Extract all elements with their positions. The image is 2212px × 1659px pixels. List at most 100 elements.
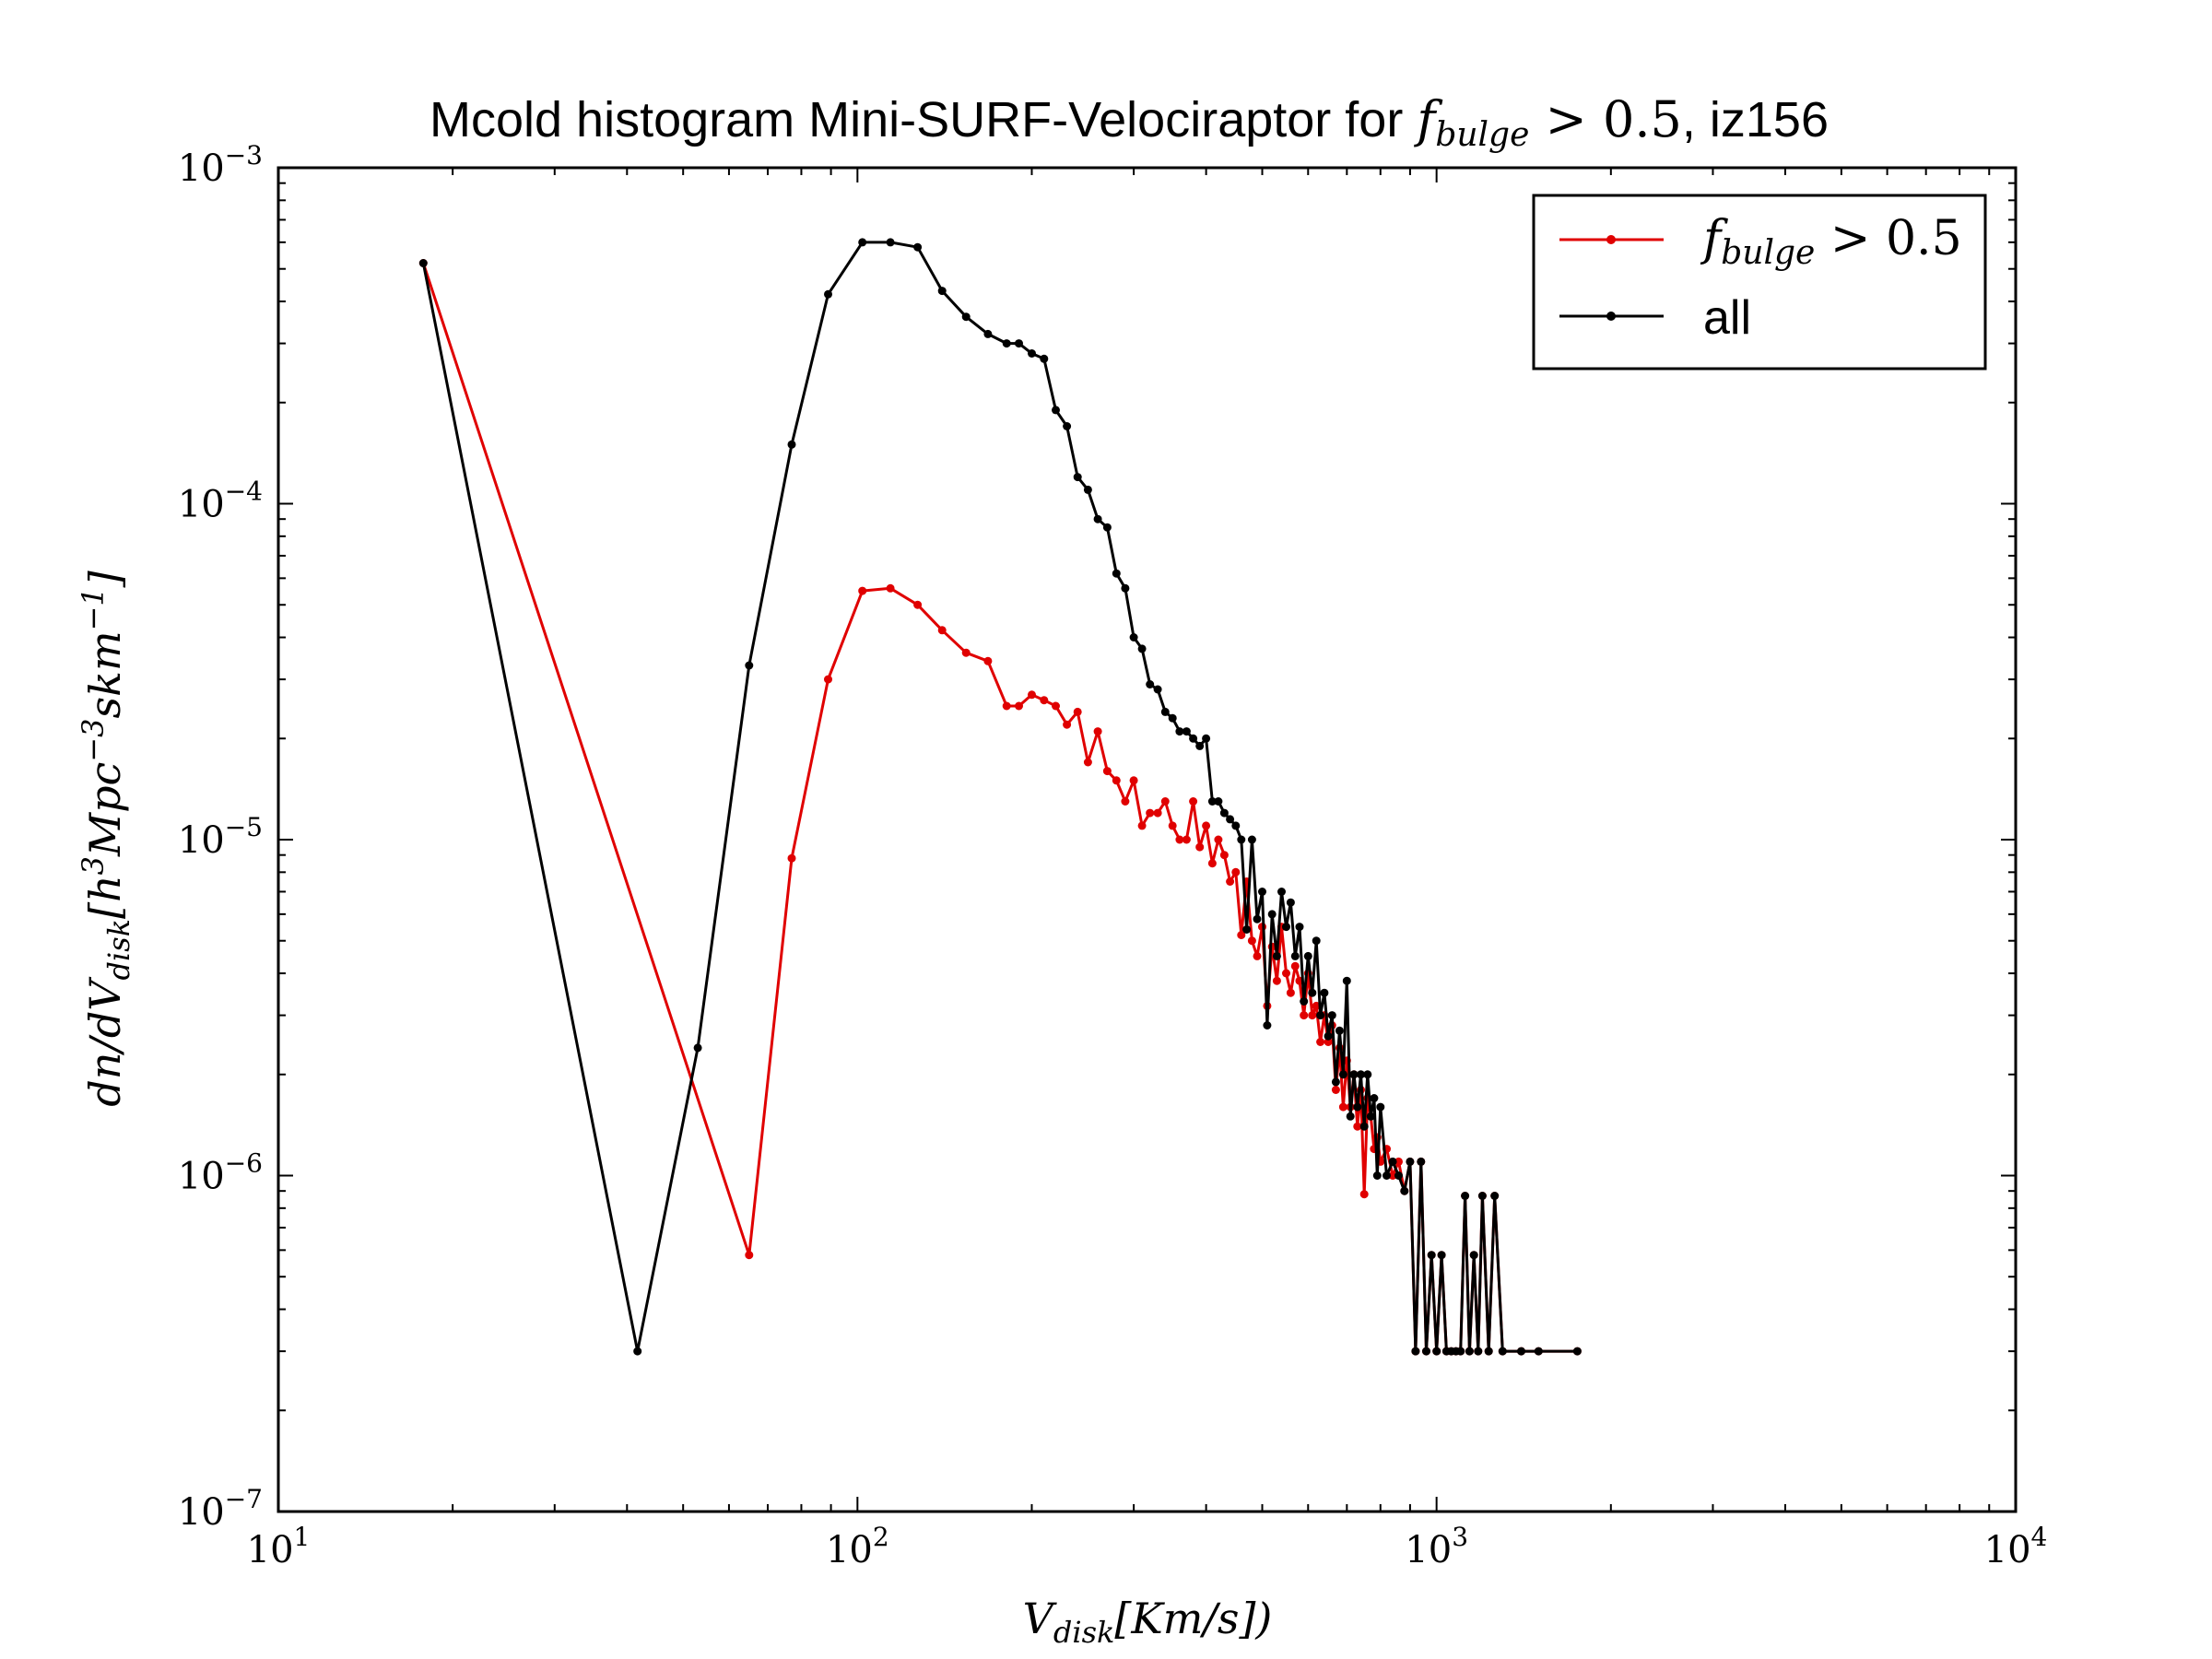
- data-point-series-0: [1247, 936, 1256, 946]
- title-suffix: , iz156: [1682, 92, 1829, 147]
- data-point-series-1: [1040, 354, 1049, 363]
- data-point-series-1: [1349, 1070, 1359, 1079]
- legend-marker-series-0: [1606, 235, 1616, 244]
- data-point-series-0: [937, 626, 947, 635]
- data-point-series-1: [1247, 835, 1256, 844]
- data-point-series-1: [1175, 727, 1184, 736]
- data-point-series-1: [886, 238, 895, 247]
- data-point-series-0: [824, 675, 832, 684]
- data-point-series-1: [1112, 569, 1121, 578]
- data-point-series-1: [1490, 1192, 1500, 1200]
- data-point-series-1: [1338, 1070, 1347, 1079]
- data-point-series-1: [418, 259, 428, 267]
- title-math-sub: bulge: [1435, 116, 1529, 154]
- data-point-series-1: [983, 329, 993, 338]
- data-point-series-1: [1153, 685, 1162, 694]
- data-point-series-1: [1207, 797, 1217, 806]
- data-point-series-1: [1083, 485, 1092, 494]
- data-point-series-1: [1182, 727, 1191, 736]
- data-point-series-1: [1015, 339, 1023, 348]
- data-point-series-1: [1312, 936, 1321, 946]
- data-point-series-1: [1346, 1112, 1355, 1121]
- data-point-series-0: [1353, 1122, 1362, 1131]
- data-point-series-1: [1331, 1077, 1340, 1087]
- data-point-series-1: [1093, 514, 1102, 524]
- data-point-series-1: [1437, 1251, 1446, 1260]
- data-point-series-1: [1258, 888, 1266, 896]
- data-point-series-1: [1267, 910, 1277, 919]
- legend-entry-series-1: all: [1559, 291, 1751, 345]
- data-point-series-1: [1353, 1102, 1362, 1112]
- data-point-series-1: [1102, 523, 1112, 532]
- data-point-series-0: [1272, 976, 1281, 985]
- data-point-series-1: [1406, 1157, 1415, 1166]
- data-point-series-0: [1202, 821, 1211, 830]
- data-point-series-1: [1400, 1186, 1409, 1195]
- data-point-series-1: [1226, 815, 1235, 824]
- legend-label-series-1: all: [1703, 291, 1751, 345]
- data-point-series-0: [1300, 1011, 1309, 1020]
- data-point-series-0: [1253, 951, 1262, 960]
- legend-marker-series-1: [1606, 312, 1616, 321]
- data-point-series-1: [1474, 1347, 1483, 1356]
- data-point-series-1: [1300, 997, 1309, 1006]
- data-point-series-1: [1316, 1011, 1325, 1020]
- data-point-series-0: [1308, 1011, 1317, 1020]
- data-point-series-0: [913, 600, 923, 609]
- axes-frame: [276, 166, 2018, 1513]
- data-point-series-0: [1207, 859, 1217, 868]
- data-point-series-1: [1242, 925, 1252, 934]
- data-point-series-1: [693, 1043, 702, 1053]
- data-point-series-1: [1432, 1347, 1441, 1356]
- data-point-series-1: [937, 287, 947, 296]
- data-point-series-1: [1427, 1251, 1436, 1260]
- data-point-series-1: [1461, 1192, 1470, 1200]
- data-point-series-1: [1168, 713, 1177, 723]
- data-point-series-0: [1063, 720, 1072, 729]
- data-point-series-0: [1175, 835, 1184, 844]
- x-axis-label: Vdisk[Km/s]): [1023, 1594, 1273, 1650]
- data-point-series-1: [1422, 1347, 1430, 1356]
- data-point-series-0: [1112, 776, 1121, 785]
- data-point-series-1: [961, 312, 971, 322]
- data-point-series-0: [1282, 969, 1290, 978]
- data-point-series-0: [1160, 797, 1170, 806]
- data-point-series-1: [1324, 1031, 1333, 1041]
- x-tick-label: 103: [1405, 1522, 1468, 1571]
- data-point-series-1: [1357, 1070, 1365, 1079]
- data-point-series-1: [858, 238, 867, 247]
- legend-entry-series-0: fbulge > 0.5: [1559, 211, 1962, 272]
- data-point-series-1: [1052, 406, 1060, 415]
- data-point-series-1: [1002, 339, 1011, 348]
- data-point-series-0: [1129, 776, 1138, 785]
- data-point-series-0: [1015, 701, 1023, 711]
- data-point-series-0: [1338, 1102, 1347, 1112]
- series-line-1: [421, 241, 1578, 1353]
- data-point-series-1: [1146, 680, 1155, 688]
- data-point-series-1: [913, 242, 923, 252]
- data-point-series-1: [1469, 1251, 1478, 1260]
- y-axis-label: dn/dVdisk[h3Mpc−3skm−1]: [76, 571, 136, 1106]
- data-point-series-1: [1388, 1157, 1397, 1166]
- data-point-series-1: [1231, 821, 1241, 830]
- y-tick-label: 10−6: [178, 1148, 263, 1198]
- data-point-series-0: [961, 648, 971, 657]
- data-point-series-1: [1028, 349, 1036, 358]
- data-point-series-1: [1219, 808, 1229, 818]
- data-point-series-1: [1484, 1347, 1493, 1356]
- data-point-series-1: [1121, 583, 1130, 593]
- data-point-series-0: [1102, 767, 1112, 776]
- data-point-series-1: [1517, 1347, 1525, 1356]
- data-point-series-0: [1286, 988, 1295, 997]
- data-point-series-1: [824, 289, 832, 299]
- data-point-series-1: [1303, 951, 1312, 960]
- data-point-series-0: [1359, 1190, 1369, 1199]
- data-point-series-0: [1093, 727, 1102, 736]
- data-point-series-1: [1376, 1102, 1385, 1112]
- data-point-series-0: [1146, 808, 1155, 818]
- data-point-series-1: [1308, 988, 1317, 997]
- data-point-series-1: [1214, 797, 1223, 806]
- data-point-series-0: [886, 583, 895, 593]
- data-point-series-1: [1290, 951, 1300, 960]
- legend-frame: [1532, 194, 1987, 371]
